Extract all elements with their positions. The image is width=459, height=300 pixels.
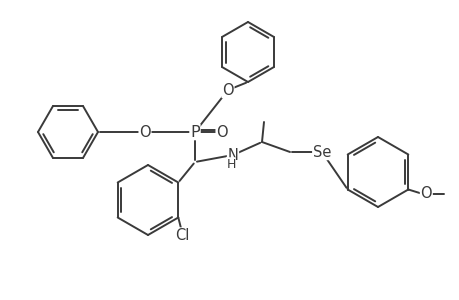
Text: O: O (216, 124, 227, 140)
Text: P: P (190, 124, 199, 140)
Text: O: O (222, 82, 233, 98)
Text: Cl: Cl (175, 228, 189, 243)
Text: Se: Se (312, 145, 330, 160)
Text: O: O (420, 186, 431, 201)
Text: O: O (139, 124, 151, 140)
Text: N: N (227, 148, 238, 163)
Text: H: H (226, 158, 235, 170)
